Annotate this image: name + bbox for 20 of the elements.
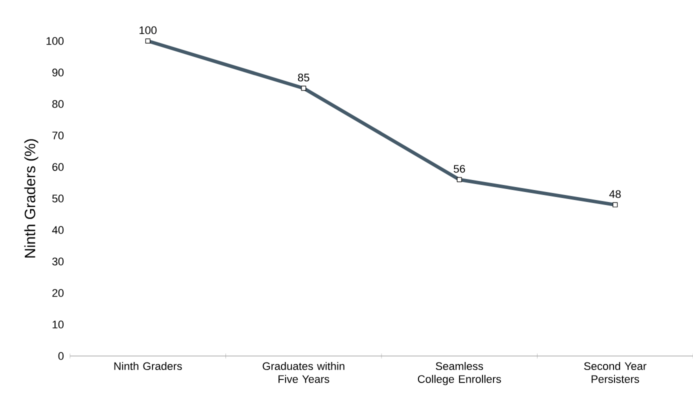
- y-tick-label: 100: [46, 37, 64, 45]
- y-tick-label: 30: [52, 258, 64, 266]
- y-axis-title: Ninth Graders (%): [24, 139, 38, 258]
- y-tick-label: 70: [52, 132, 64, 140]
- y-tick-label: 20: [52, 289, 64, 297]
- data-label: 48: [609, 190, 621, 198]
- x-tick-label: Ninth Graders: [114, 362, 182, 370]
- x-tick-label: Second Year Persisters: [584, 362, 646, 383]
- x-tick-label: Graduates within Five Years: [262, 362, 344, 383]
- y-tick-label: 50: [52, 194, 64, 202]
- y-tick-label: 60: [52, 163, 64, 171]
- y-tick-label: 40: [52, 226, 64, 234]
- data-label: 56: [454, 165, 465, 173]
- data-label: 100: [140, 26, 157, 34]
- data-label: 85: [298, 74, 310, 82]
- y-tick-label: 0: [58, 352, 64, 360]
- x-tick-label: Seamless College Enrollers: [418, 362, 501, 386]
- y-tick-label: 10: [52, 320, 64, 328]
- y-tick-label: 80: [52, 100, 64, 108]
- y-tick-label: 90: [52, 68, 64, 76]
